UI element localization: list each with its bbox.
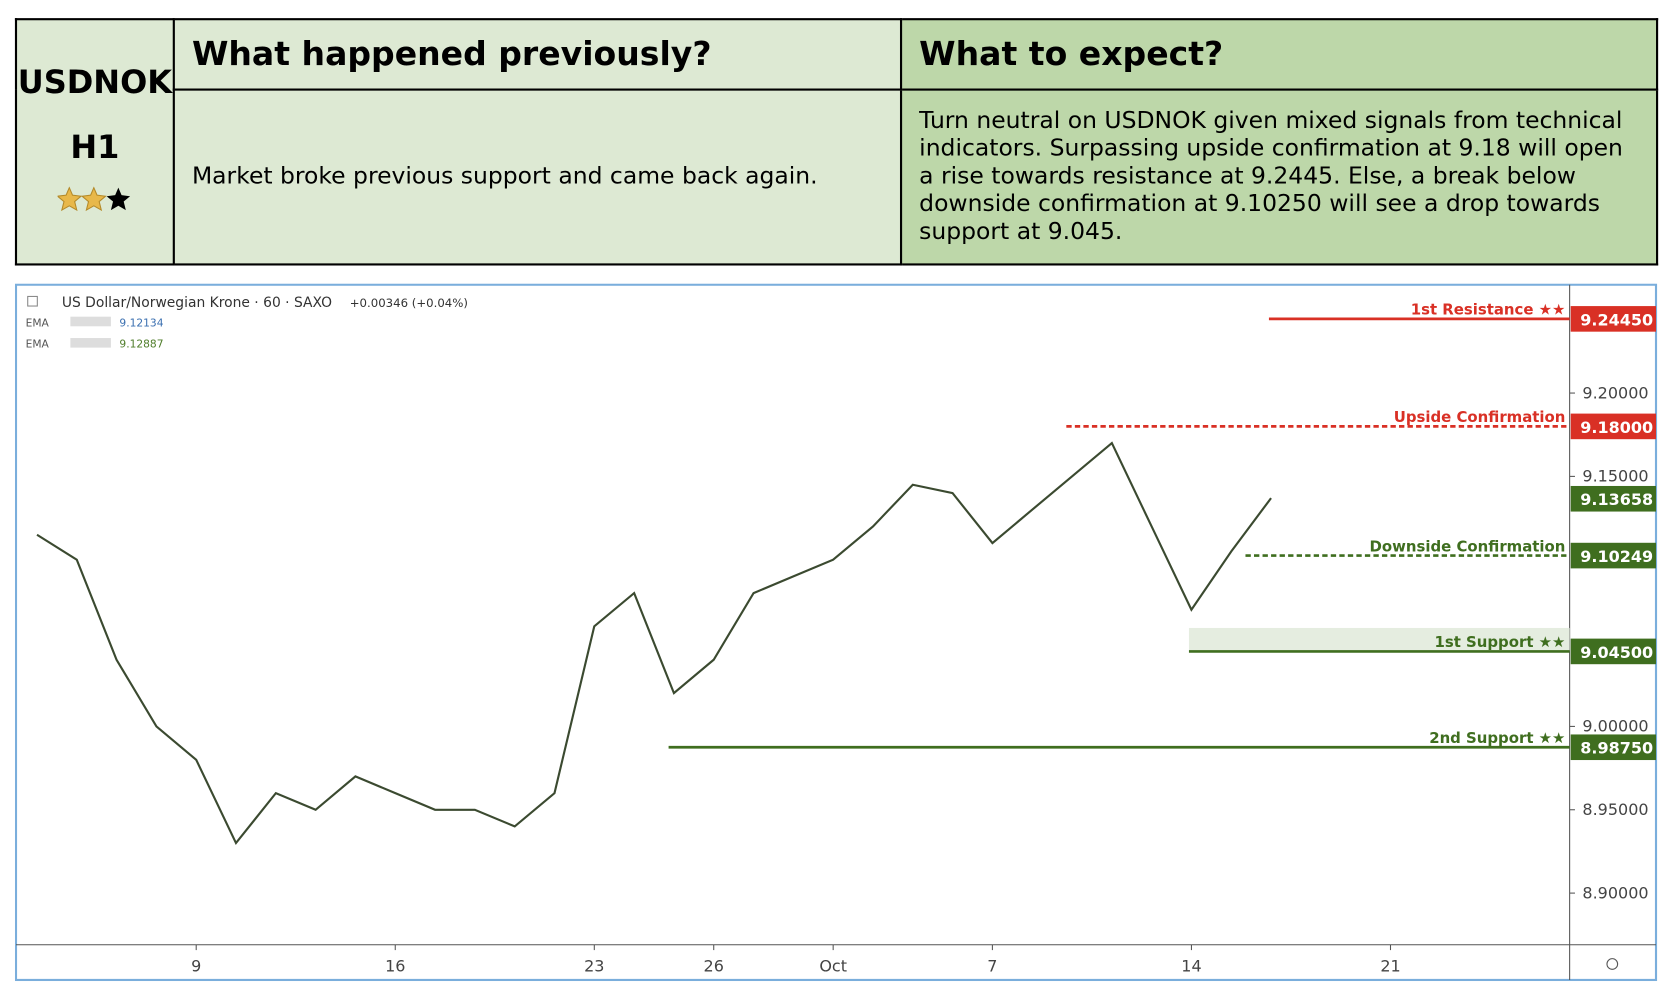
current-price-box [1570, 485, 1657, 512]
rating-stars [56, 185, 131, 211]
level-name: Downside Confirmation [1370, 537, 1566, 555]
level-name: 1st Resistance ★★ [1411, 301, 1566, 319]
chart: US Dollar/Norwegian Krone · 60 · SAXO +0… [14, 283, 1658, 982]
indicator-value: 9.12887 [119, 338, 163, 351]
level-name: 1st Support ★★ [1434, 633, 1565, 651]
y-tick-label: 9.20000 [1582, 383, 1648, 402]
x-tick-label: 7 [987, 956, 997, 975]
y-tick-label: 9.15000 [1582, 467, 1648, 486]
indicator-value: 9.12134 [119, 316, 163, 329]
x-tick-label: 21 [1380, 956, 1400, 975]
collapse-icon[interactable] [27, 295, 38, 307]
y-tick-label: 8.95000 [1582, 800, 1648, 819]
indicator-name: EMA [26, 316, 50, 329]
y-tick-label: 8.90000 [1582, 883, 1648, 902]
level-price-box [1570, 638, 1657, 665]
x-tick-label: 16 [385, 956, 405, 975]
level-price-label: 8.98750 [1580, 739, 1653, 758]
pair: USDNOK [17, 63, 173, 101]
summary-table: USDNOK H1 What happened previously? What… [14, 18, 1659, 266]
x-tick-label: 26 [704, 956, 724, 975]
x-tick-label: Oct [819, 956, 847, 975]
chart-title: US Dollar/Norwegian Krone · 60 · SAXO [62, 295, 332, 311]
level-name: 2nd Support ★★ [1429, 729, 1565, 747]
settings-icon[interactable] [1606, 958, 1619, 970]
level-name: Upside Confirmation [1394, 408, 1566, 426]
x-tick-label: 14 [1181, 956, 1201, 975]
timeframe: H1 [70, 128, 120, 166]
pair-cell: USDNOK H1 [14, 18, 175, 266]
x-tick-label: 23 [584, 956, 604, 975]
header-expect: What to expect? [899, 18, 1659, 91]
indicator-icons [70, 316, 111, 327]
expect-text: Turn neutral on USDNOK given mixed signa… [899, 88, 1659, 266]
level-price-label: 9.04500 [1580, 643, 1653, 662]
level-price-box [1570, 542, 1657, 569]
level-price-label: 9.10249 [1580, 547, 1653, 566]
x-tick-label: 9 [191, 956, 201, 975]
current-price-label: 9.13658 [1580, 490, 1653, 509]
y-tick-label: 9.00000 [1582, 717, 1648, 736]
indicator-icons [70, 338, 111, 348]
level-price-label: 9.24450 [1580, 310, 1653, 329]
level-price-label: 9.18000 [1580, 418, 1653, 437]
level-price-box [1570, 734, 1657, 761]
price-change: +0.00346 (+0.04%) [350, 296, 468, 310]
indicator-name: EMA [26, 338, 50, 351]
previous-text: Market broke previous support and came b… [172, 88, 903, 266]
support-zone [1188, 627, 1570, 652]
level-price-box [1570, 306, 1657, 332]
header-previous: What happened previously? [172, 18, 903, 91]
price-line [36, 441, 1272, 846]
level-price-box [1570, 413, 1657, 440]
